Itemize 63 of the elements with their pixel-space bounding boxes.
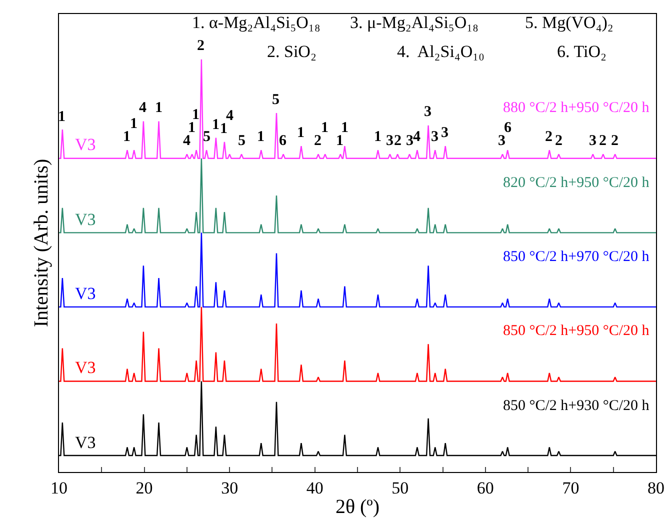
annotation: 2. SiO₂ [267, 42, 316, 61]
text: 850 °C/2 h+950 °C/20 h [503, 323, 650, 339]
x-tick-label: 60 [476, 478, 494, 498]
annotation: 4 [183, 133, 191, 149]
x-tick-label: 50 [392, 478, 409, 498]
annotation: 2 [599, 133, 606, 149]
annotation: 5 [203, 129, 210, 145]
annotation: 1 [123, 129, 130, 145]
annotation: 3 [441, 125, 448, 141]
text: 880 °C/2 h+950 °C/20 h [503, 100, 650, 116]
text: 820 °C/2 h+950 °C/20 h [503, 175, 650, 191]
annotation: 1 [374, 129, 382, 145]
annotation: 1 [130, 116, 138, 132]
annotation: 4 [226, 108, 234, 124]
annotation: 4 [139, 100, 147, 116]
annotation: 3 [498, 133, 506, 149]
annotation: 2 [555, 133, 562, 149]
annotation: 6 [504, 120, 512, 136]
annotation: V3 [75, 210, 96, 229]
annotation: 6. TiO₂ [557, 42, 606, 61]
annotation: 3 [589, 133, 596, 149]
x-tick-label: 80 [648, 478, 664, 498]
annotation: 2 [394, 133, 402, 149]
annotation: 1 [188, 120, 196, 136]
annotation: 1 [321, 120, 328, 136]
annotation: V3 [75, 135, 96, 154]
x-tick-label: 30 [221, 478, 238, 498]
annotation: 3 [431, 129, 438, 145]
text: 3. μ-Mg₂Al₄Si₅O₁₈ [350, 13, 479, 32]
x-tick-label: 70 [562, 478, 580, 498]
annotation: 1 [155, 100, 162, 116]
annotation: 3 [406, 133, 414, 149]
annotation: 3 [424, 104, 432, 120]
annotation: 2 [611, 133, 618, 149]
annotation: 2 [314, 133, 322, 149]
annotation: 3 [386, 133, 394, 149]
annotation: 1 [257, 129, 264, 145]
annotation: 1 [192, 107, 200, 123]
text: 850 °C/2 h+930 °C/20 h [503, 398, 650, 414]
x-tick-label: 20 [136, 478, 153, 498]
annotation: 6 [279, 133, 287, 149]
annotation: 4. Al₂Si₄O₁₀ [397, 42, 485, 61]
text: 850 °C/2 h+970 °C/20 h [503, 249, 650, 265]
annotation: V3 [75, 358, 96, 377]
annotation: 2 [197, 38, 204, 54]
annotation: 5 [272, 92, 280, 108]
annotation: 5 [238, 133, 246, 149]
text: 1. α-Mg₂Al₄Si₅O₁₈ [192, 13, 320, 32]
annotation: 1 [58, 109, 66, 125]
annotation: V3 [75, 433, 96, 452]
annotation: 1 [341, 120, 348, 136]
annotation: 1 [336, 133, 344, 149]
x-axis-title: 2θ (º) [335, 496, 380, 518]
text: 5. Mg(VO₄)₂ [525, 13, 614, 32]
annotation: V3 [75, 284, 96, 303]
x-tick-label: 10 [50, 478, 68, 498]
annotation: 2 [545, 129, 552, 145]
annotation: 1 [297, 125, 304, 141]
x-tick-label: 40 [306, 478, 324, 498]
annotation: 1 [220, 121, 228, 137]
annotation: 1 [212, 117, 220, 133]
annotation: 4 [413, 129, 421, 145]
y-axis-title: Intensity (Arb. units) [30, 158, 52, 328]
